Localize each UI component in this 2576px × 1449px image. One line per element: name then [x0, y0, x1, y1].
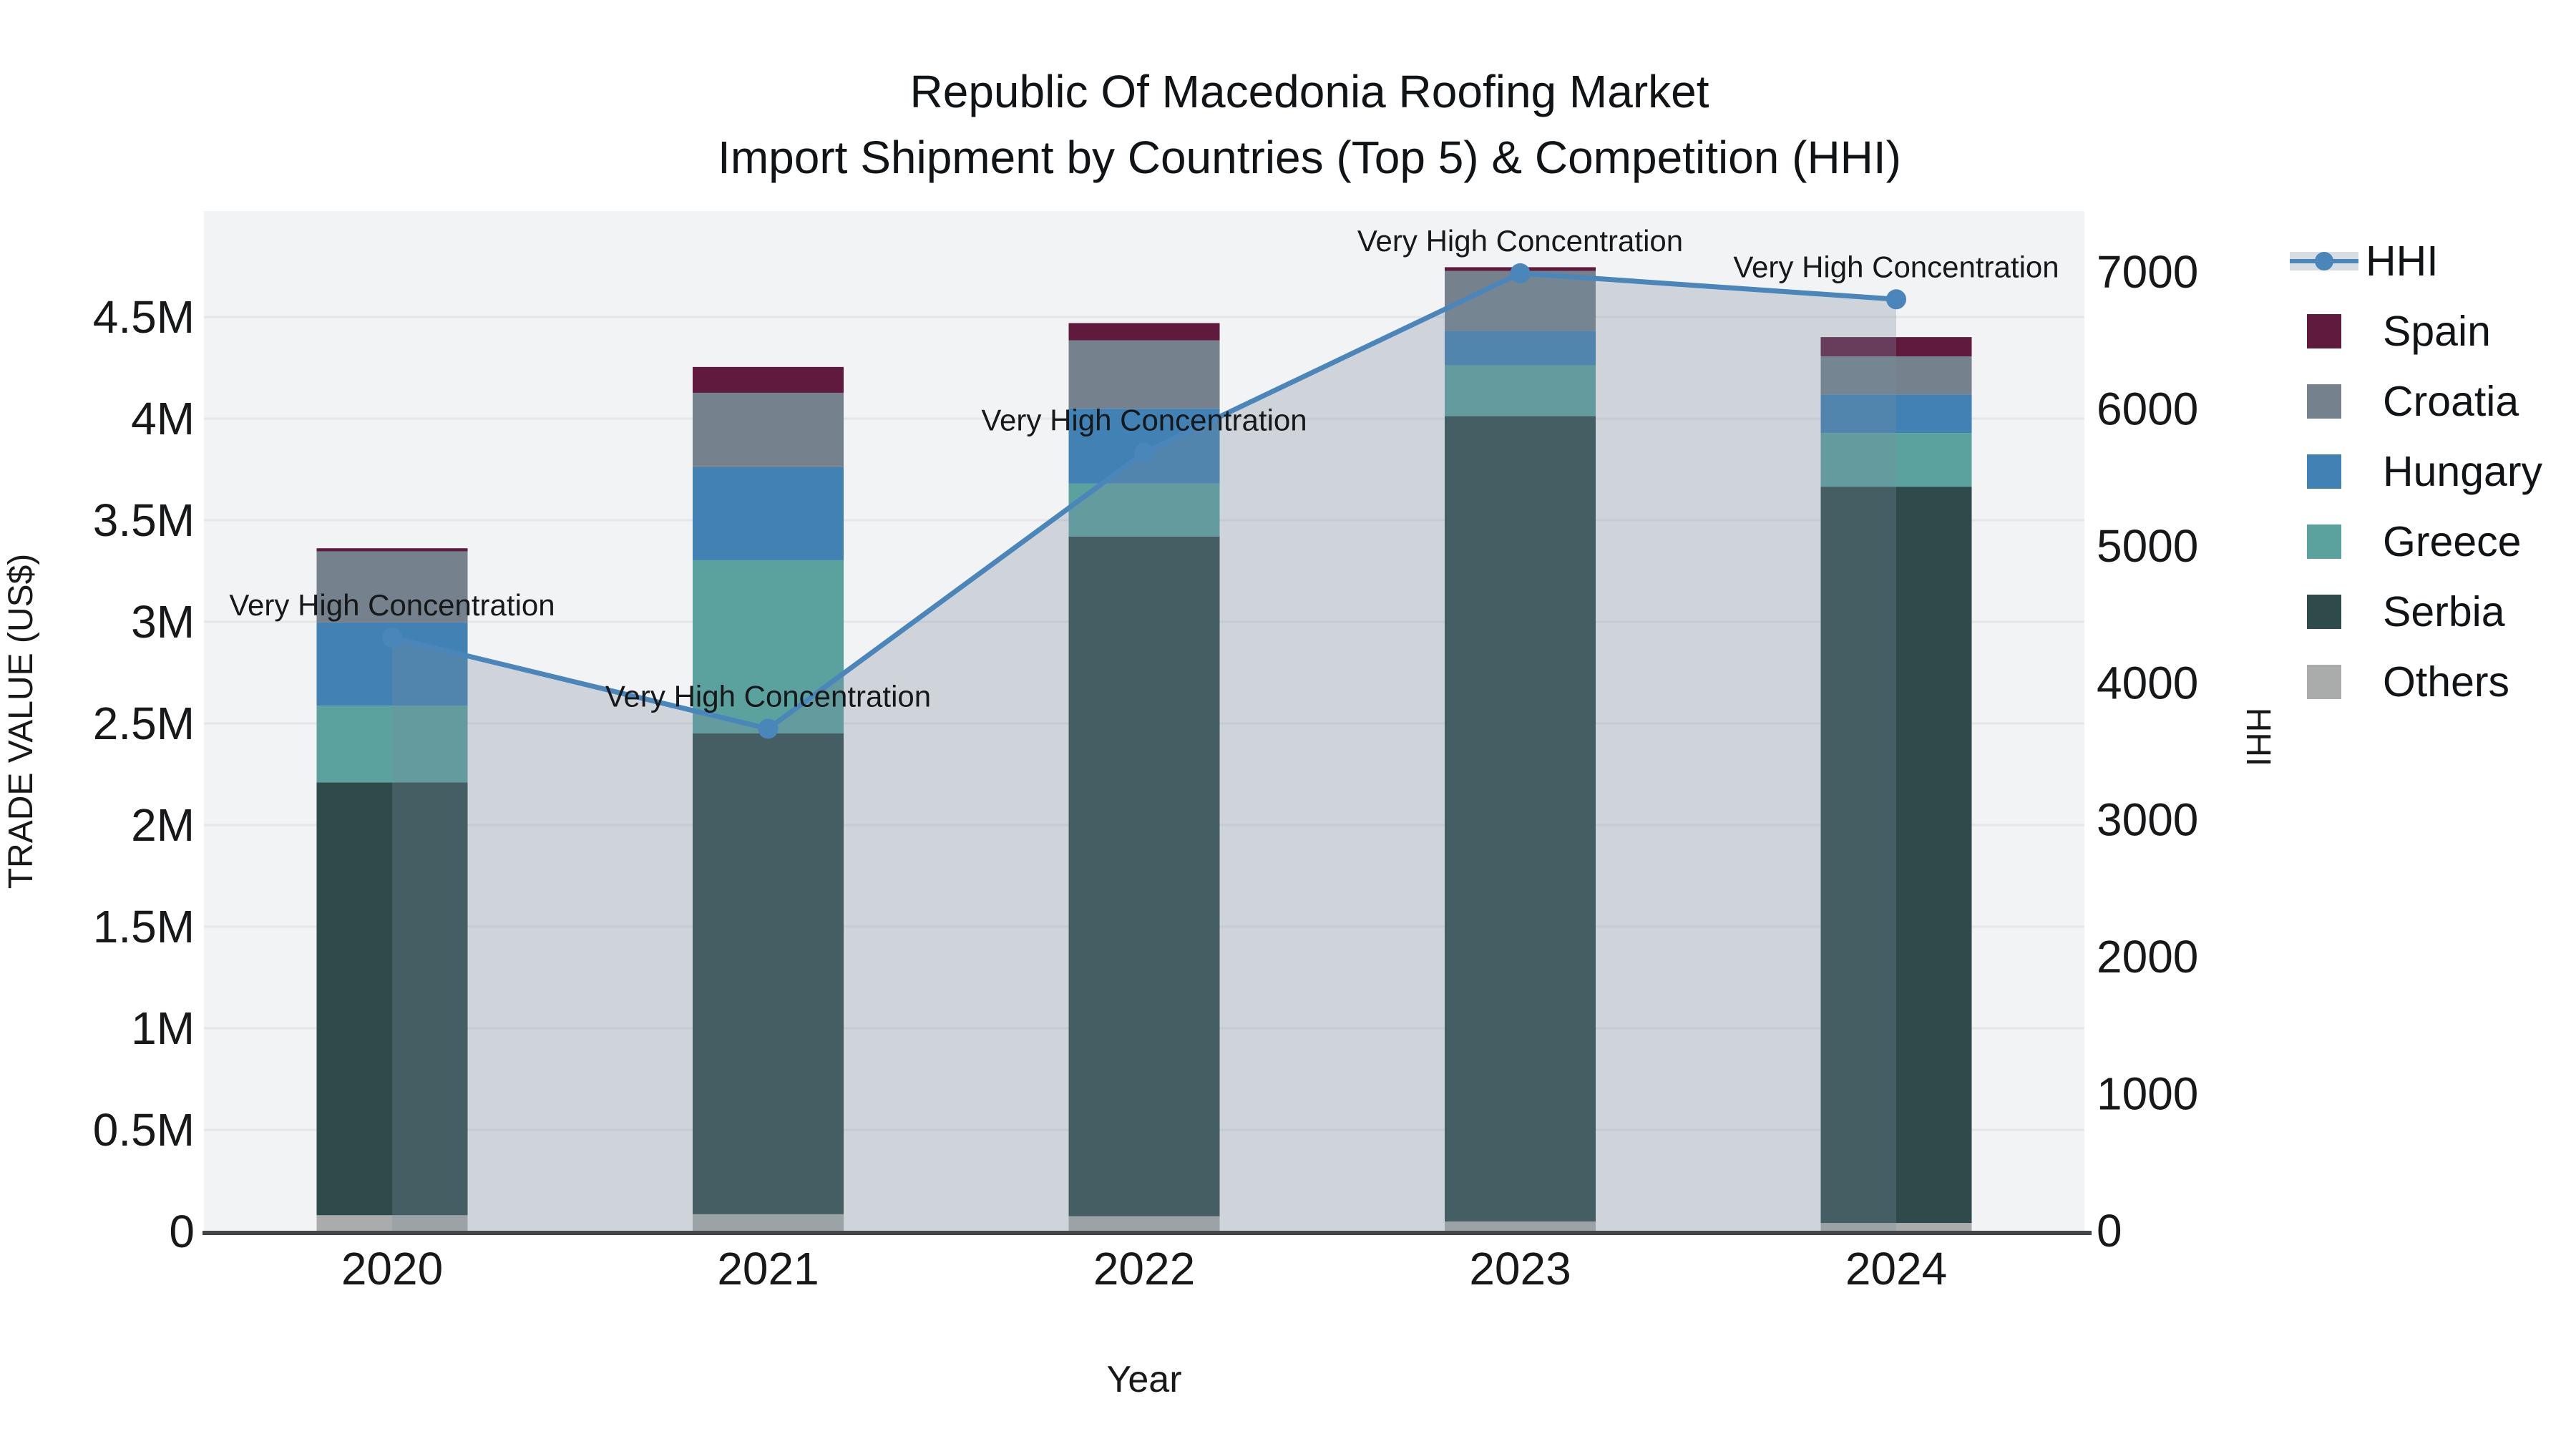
- bar-segment-hungary-2024[interactable]: [1820, 394, 1972, 434]
- y-left-tick-3M: 3M: [131, 596, 195, 648]
- annotation-2020: Very High Concentration: [229, 588, 555, 622]
- chart-title-line2: Import Shipment by Countries (Top 5) & C…: [718, 132, 1901, 183]
- bar-segment-spain-2021[interactable]: [693, 366, 844, 393]
- hhi-marker-2021[interactable]: [758, 718, 779, 739]
- legend-label: Hungary: [2383, 448, 2543, 495]
- y-right-tick-3000: 3000: [2097, 794, 2198, 846]
- croatia-color-swatch: [2307, 384, 2341, 419]
- y-left-tick-2M: 2M: [131, 799, 195, 851]
- bar-segment-serbia-2024[interactable]: [1820, 487, 1972, 1224]
- x-tick-2021[interactable]: 2021: [717, 1243, 819, 1294]
- y-right-tick-4000: 4000: [2097, 657, 2198, 708]
- bar-segment-greece-2020[interactable]: [316, 706, 468, 783]
- legend-item-greece[interactable]: Greece: [2290, 507, 2576, 577]
- y-right-tick-5000: 5000: [2097, 520, 2198, 572]
- bar-segment-others-2022[interactable]: [1068, 1216, 1220, 1231]
- spain-color-swatch: [2307, 314, 2341, 348]
- y-right-tick-1000: 1000: [2097, 1068, 2198, 1120]
- hhi-marker-2022[interactable]: [1134, 442, 1154, 463]
- annotation-2021: Very High Concentration: [605, 679, 931, 713]
- chart-title: Republic Of Macedonia Roofing Market Imp…: [43, 59, 2576, 190]
- hhi-marker-2020[interactable]: [382, 628, 402, 648]
- bar-segment-serbia-2022[interactable]: [1068, 536, 1220, 1216]
- legend-label: Others: [2383, 658, 2510, 706]
- legend-item-hungary[interactable]: Hungary: [2290, 436, 2576, 507]
- bar-segment-serbia-2023[interactable]: [1445, 416, 1596, 1222]
- bar-segment-hungary-2021[interactable]: [693, 467, 844, 560]
- bar-segment-others-2021[interactable]: [693, 1214, 844, 1231]
- y-left-tick-4.5M: 4.5M: [93, 291, 195, 343]
- bar-segment-others-2020[interactable]: [316, 1215, 468, 1231]
- y-left-tick-2.5M: 2.5M: [93, 698, 195, 749]
- y-right-tick-6000: 6000: [2097, 383, 2198, 434]
- legend-item-serbia[interactable]: Serbia: [2290, 577, 2576, 647]
- bar-segment-greece-2024[interactable]: [1820, 433, 1972, 487]
- bar-segment-spain-2022[interactable]: [1068, 323, 1220, 341]
- hhi-marker-dot: [2315, 252, 2333, 270]
- bar-segment-croatia-2021[interactable]: [693, 392, 844, 467]
- bar-segment-spain-2024[interactable]: [1820, 337, 1972, 357]
- hhi-marker-2023[interactable]: [1510, 263, 1531, 283]
- legend-label: Greece: [2383, 518, 2522, 565]
- x-tick-2024[interactable]: 2024: [1845, 1243, 1947, 1294]
- y-right-axis-title: HHI: [2239, 708, 2277, 767]
- hungary-color-swatch: [2307, 454, 2341, 489]
- bar-segment-serbia-2020[interactable]: [316, 782, 468, 1216]
- legend-item-spain[interactable]: Spain: [2290, 296, 2576, 366]
- chart-title-line1: Republic Of Macedonia Roofing Market: [909, 66, 1709, 117]
- legend-label: HHI: [2366, 238, 2439, 285]
- legend-label: Croatia: [2383, 378, 2519, 425]
- y-left-tick-1.5M: 1.5M: [93, 901, 195, 952]
- greece-color-swatch: [2307, 525, 2341, 559]
- y-right-tick-7000: 7000: [2097, 246, 2198, 298]
- legend-label: Spain: [2383, 308, 2491, 355]
- x-axis-title: Year: [1106, 1359, 1181, 1400]
- y-left-tick-0: 0: [169, 1206, 195, 1257]
- bar-segment-croatia-2022[interactable]: [1068, 340, 1220, 409]
- annotation-2023: Very High Concentration: [1357, 224, 1683, 258]
- x-tick-2023[interactable]: 2023: [1469, 1243, 1571, 1294]
- y-left-tick-0.5M: 0.5M: [93, 1104, 195, 1156]
- y-left-axis-title: TRADE VALUE (US$): [2, 554, 40, 889]
- legend-item-hhi[interactable]: HHI: [2290, 226, 2576, 296]
- x-axis-line: [203, 1231, 2092, 1235]
- legend-item-croatia[interactable]: Croatia: [2290, 366, 2576, 436]
- annotation-2024: Very High Concentration: [1733, 250, 2059, 283]
- legend-item-others[interactable]: Others: [2290, 647, 2576, 717]
- annotation-2022: Very High Concentration: [981, 404, 1307, 437]
- bar-segment-greece-2023[interactable]: [1445, 365, 1596, 416]
- others-color-swatch: [2307, 665, 2341, 699]
- y-left-tick-1M: 1M: [131, 1002, 195, 1054]
- bar-segment-croatia-2020[interactable]: [316, 551, 468, 623]
- y-left-tick-4M: 4M: [131, 393, 195, 444]
- bar-segment-croatia-2024[interactable]: [1820, 356, 1972, 395]
- bar-segment-serbia-2021[interactable]: [693, 733, 844, 1214]
- hhi-area-fill: [392, 273, 1896, 1231]
- x-tick-2022[interactable]: 2022: [1093, 1243, 1195, 1294]
- hhi-line-symbol: [2290, 244, 2358, 278]
- bar-segment-greece-2021[interactable]: [693, 560, 844, 733]
- y-right-tick-2000: 2000: [2097, 931, 2198, 982]
- legend-label: Serbia: [2383, 588, 2505, 635]
- serbia-color-swatch: [2307, 595, 2341, 629]
- x-tick-2020[interactable]: 2020: [341, 1243, 443, 1294]
- legend: HHI Spain Croatia Hungary Greece Serbia …: [2290, 226, 2576, 717]
- bar-segment-hungary-2023[interactable]: [1445, 331, 1596, 366]
- bar-segment-spain-2020[interactable]: [316, 548, 468, 552]
- y-right-tick-0: 0: [2097, 1205, 2122, 1257]
- bar-segment-others-2023[interactable]: [1445, 1221, 1596, 1231]
- hhi-marker-2024[interactable]: [1886, 289, 1906, 310]
- y-left-tick-3.5M: 3.5M: [93, 494, 195, 546]
- bar-segment-others-2024[interactable]: [1820, 1223, 1972, 1231]
